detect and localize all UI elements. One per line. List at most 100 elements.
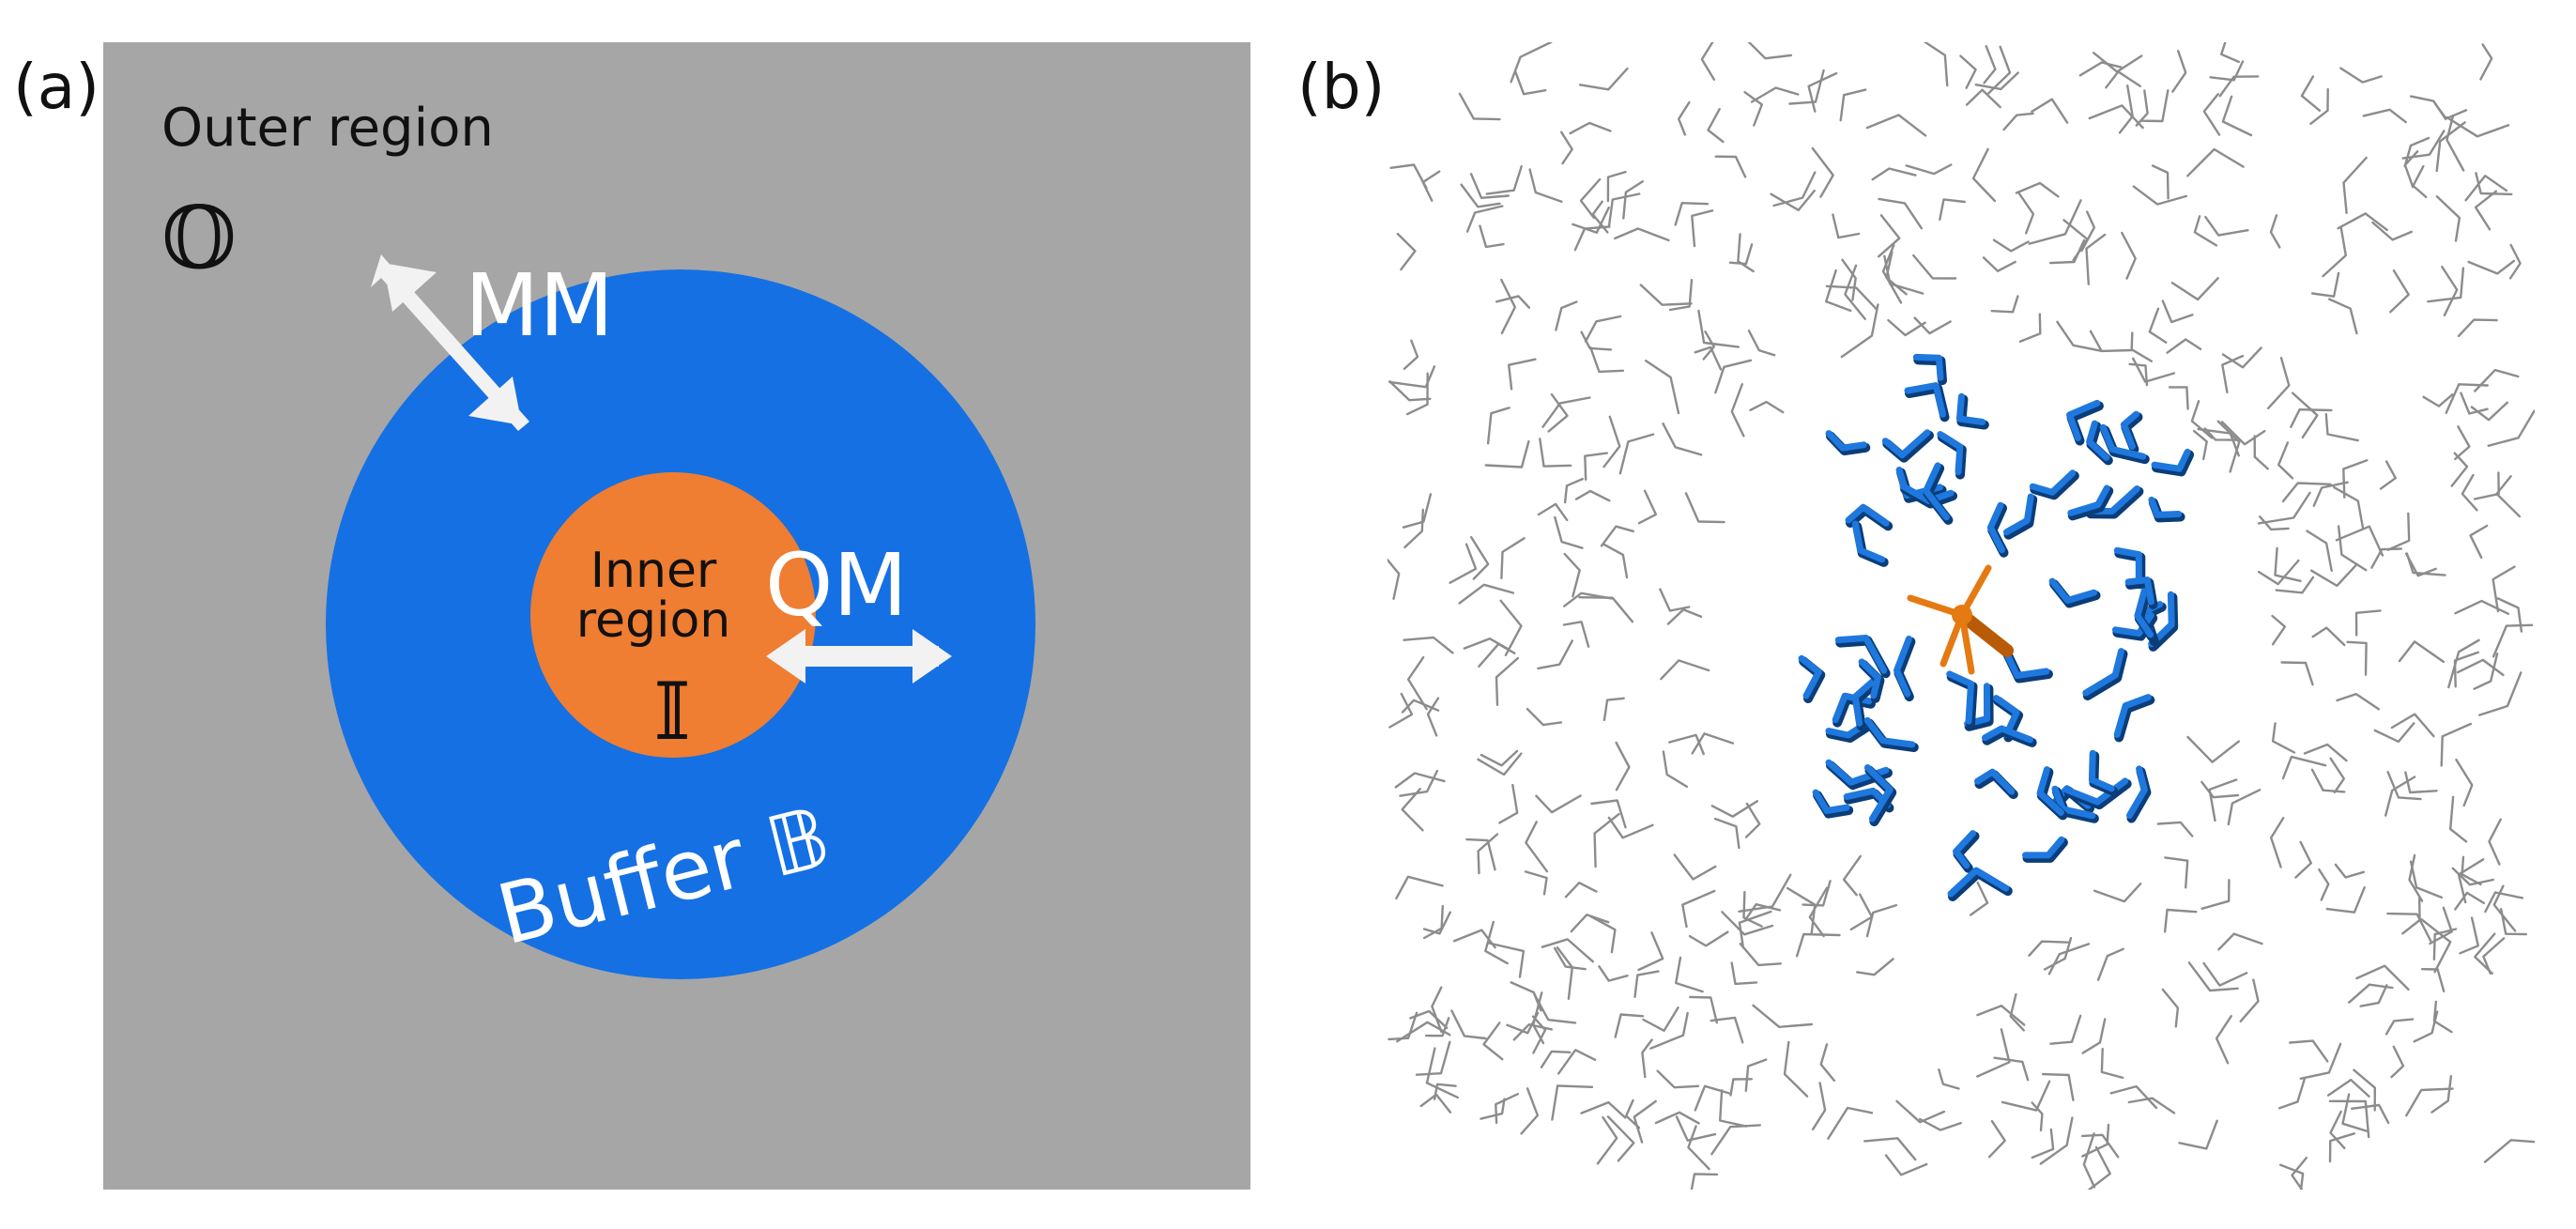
solvent-molecule [1407, 655, 1428, 711]
solvent-molecule [2093, 52, 2143, 73]
buffer-molecule [1798, 654, 1822, 699]
solvent-molecule [1541, 938, 1595, 963]
solvent-molecule [1689, 995, 1718, 1024]
buffer-molecule [1953, 830, 1976, 869]
solvent-molecule [2337, 525, 2368, 572]
solvent-molecule [2379, 460, 2398, 490]
solvent-molecule [2161, 988, 2180, 1028]
solvent-molecule [1556, 1049, 1597, 1075]
solvent-molecule [2467, 259, 2516, 275]
solvent-molecule [2337, 212, 2388, 232]
solvent-molecule [1449, 543, 1478, 584]
solvent-molecule [1666, 608, 1703, 625]
solvent-molecule [1551, 1084, 1594, 1121]
solvent-molecule [2454, 425, 2471, 461]
solvent-molecule [1807, 71, 1838, 113]
solvent-molecule [1840, 303, 1879, 359]
solvent-molecule [1839, 88, 1867, 122]
buffer-molecule [2003, 493, 2034, 536]
buffer-molecule [2120, 410, 2139, 450]
solvent-molecule [1607, 816, 1654, 839]
solvent-molecule [1495, 1092, 1520, 1125]
solvent-molecule [2408, 853, 2424, 902]
solvent-molecule [2227, 789, 2262, 826]
solvent-molecule [1382, 553, 1401, 600]
solvent-molecule [2132, 185, 2188, 206]
solvent-molecule [1772, 171, 1817, 207]
solvent-molecule [2047, 943, 2091, 976]
solvent-molecule [1524, 870, 1548, 896]
solvent-molecule [1547, 392, 1569, 433]
solvent-molecule [2474, 932, 2496, 975]
solvent-molecule [1738, 910, 1772, 949]
solvent-molecule [1422, 911, 1452, 935]
solvent-molecule [1537, 502, 1569, 522]
solvent-molecule [1574, 489, 1611, 502]
buffer-molecule [2148, 496, 2183, 518]
solvent-molecule [1477, 833, 1499, 875]
buffer-molecule [1894, 636, 1912, 698]
solvent-molecule [1498, 783, 1519, 824]
solvent-molecule [2031, 98, 2069, 124]
solvent-molecule [1842, 854, 1862, 897]
solvent-molecule [2089, 330, 2134, 353]
solvent-molecule [2429, 906, 2453, 945]
solvent-molecule [2220, 421, 2266, 446]
solvent-molecule [1507, 358, 1537, 391]
solvent-molecule [1684, 492, 1725, 524]
solvent-molecule [2192, 429, 2208, 461]
solvent-molecule [1388, 1011, 1418, 1041]
solvent-molecule [1593, 812, 1620, 868]
inner-region-label-line1: Inner [590, 543, 717, 599]
solvent-molecule [1795, 932, 1841, 958]
solvent-molecule [2190, 400, 2214, 439]
solvent-molecule [1424, 1017, 1450, 1037]
solvent-molecule [1618, 433, 1655, 475]
solvent-molecule [2432, 1000, 2453, 1034]
buffer-molecule [1863, 716, 1916, 748]
solvent-molecule [2088, 104, 2144, 130]
solvent-molecule [1752, 1004, 1814, 1029]
solvent-molecule [2499, 908, 2528, 936]
inner-region-symbol: 𝕀 [653, 666, 690, 758]
buffer-molecule [2151, 448, 2191, 472]
solvent-molecule [1477, 752, 1523, 776]
solvent-molecule [2348, 983, 2394, 1004]
solvent-molecule [1388, 365, 1436, 389]
solvent-molecule [2346, 640, 2368, 676]
solvent-molecule [2342, 459, 2369, 499]
buffer-molecule [1845, 503, 1890, 527]
inner-region-label-line2: region [576, 592, 730, 649]
solvent-molecule [2473, 471, 2500, 500]
solvent-molecule [1710, 1016, 1744, 1044]
solvent-molecule [2031, 1128, 2055, 1160]
solvent-molecule [1878, 197, 1923, 230]
solvent-molecule [2056, 320, 2103, 352]
solvent-molecule [1622, 179, 1644, 220]
solvent-molecule [1744, 1058, 1768, 1093]
solvent-molecule [2389, 269, 2410, 314]
solvent-molecule [1939, 198, 1966, 222]
solvent-molecule [2386, 912, 2432, 943]
solvent-molecule [1510, 40, 1553, 84]
solvent-molecule [1737, 233, 1755, 273]
solvent-molecule [1540, 1050, 1572, 1068]
solvent-molecule [2446, 115, 2510, 138]
buffer-molecule [2088, 749, 2115, 792]
solvent-molecule [1802, 880, 1832, 907]
solvent-molecule [2508, 243, 2522, 280]
solvent-molecule [1743, 91, 1763, 127]
solvent-molecule [2459, 916, 2480, 955]
solvent-molecule [2270, 817, 2285, 868]
buffer-molecule [1992, 695, 2020, 738]
solvent-molecule [1895, 1099, 1946, 1124]
buffer-molecule [2048, 577, 2097, 604]
solvent-molecule [1596, 1115, 1618, 1165]
solvent-molecule [1729, 1078, 1754, 1097]
solvent-molecule [2274, 546, 2302, 582]
solvent-molecule [2386, 512, 2411, 551]
solvent-molecule [1395, 875, 1444, 899]
solvent-molecule [1649, 1011, 1689, 1050]
solvent-molecule [2487, 409, 2536, 447]
solvent-molecule [1495, 295, 1531, 309]
